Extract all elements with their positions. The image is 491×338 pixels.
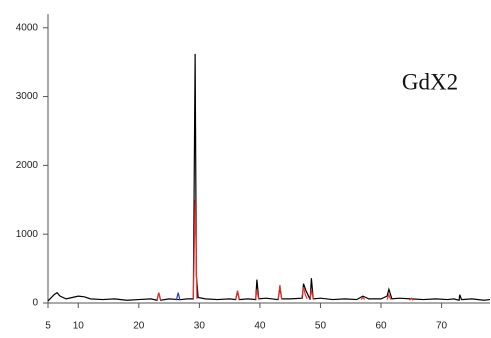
x-tick-label: 40: [254, 321, 266, 332]
data-line: [47, 53, 491, 302]
y-tick-label: 1000: [16, 229, 39, 240]
y-tick-label: 2000: [16, 160, 39, 171]
y-tick-label: 0: [32, 298, 38, 309]
x-tick-label: 10: [73, 321, 85, 332]
x-tick-label: 70: [436, 321, 448, 332]
x-tick-label: 5: [45, 321, 51, 332]
data-line: [175, 292, 181, 301]
x-tick-label: 50: [315, 321, 327, 332]
x-tick-label: 30: [194, 321, 206, 332]
annotation: GdX2: [402, 69, 458, 94]
x-tick-label: 60: [375, 321, 387, 332]
y-tick-label: 4000: [16, 22, 39, 33]
y-tick-label: 3000: [16, 91, 39, 102]
x-tick-label: 20: [133, 321, 145, 332]
data-line: [156, 199, 414, 301]
